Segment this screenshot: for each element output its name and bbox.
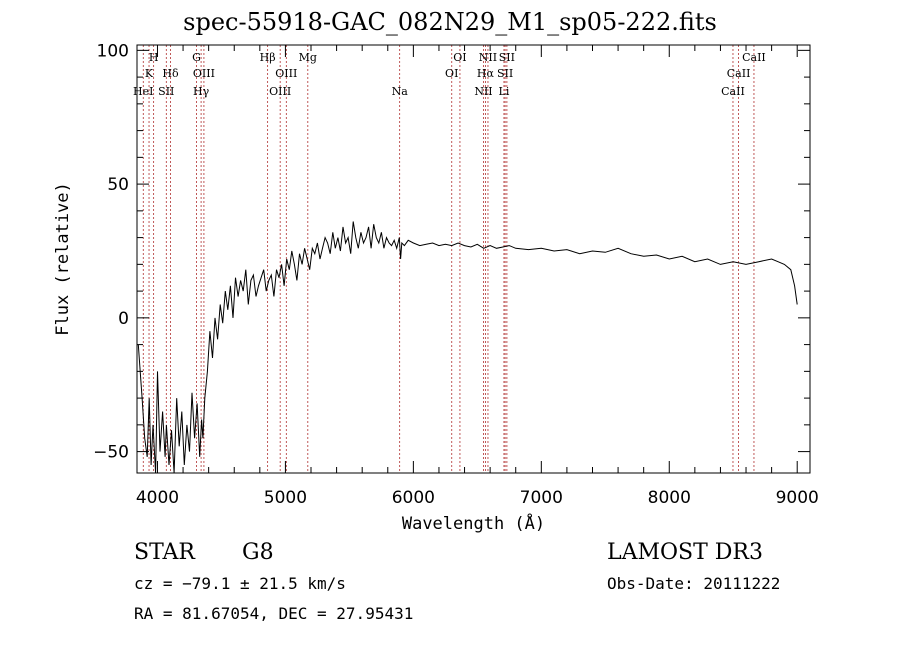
y-axis-label: Flux (relative) <box>53 182 73 336</box>
line-label-22: CaII <box>727 67 751 80</box>
chart-title: spec-55918-GAC_082N29_M1_sp05-222.fits <box>183 8 717 36</box>
line-label-6: OIII <box>193 67 215 80</box>
line-label-17: NII <box>474 85 492 98</box>
line-label-4: Hδ <box>162 67 179 80</box>
x-axis-label: Wavelength (Å) <box>402 512 545 534</box>
line-label-0: H <box>149 51 159 64</box>
line-label-12: Na <box>392 85 409 98</box>
line-label-11: Mg <box>299 51 317 64</box>
x-tick-label-1: 5000 <box>264 488 307 508</box>
line-label-19: SII <box>497 67 513 80</box>
line-label-3: SII <box>158 85 174 98</box>
y-tick-label-2: 50 <box>107 175 129 195</box>
x-tick-label-0: 4000 <box>136 488 179 508</box>
y-tick-label-0: −50 <box>93 443 129 463</box>
line-label-20: Li <box>499 85 510 98</box>
line-label-21: CaII <box>742 51 766 64</box>
line-label-23: CaII <box>721 85 745 98</box>
x-tick-label-3: 7000 <box>520 488 563 508</box>
star-subclass: G8 <box>242 540 274 565</box>
line-label-10: OIII <box>269 85 291 98</box>
redshift-value: cz = −79.1 ± 21.5 km/s <box>134 574 346 593</box>
line-label-9: OIII <box>275 67 297 80</box>
y-tick-label-1: 0 <box>118 309 129 329</box>
line-label-2: HeI <box>133 85 153 98</box>
line-label-18: SII <box>499 51 515 64</box>
axis-ticks: 4000 5000 6000 7000 8000 9000 −50 0 50 100 <box>93 41 819 508</box>
x-tick-label-4: 8000 <box>648 488 691 508</box>
observation-date: Obs-Date: 20111222 <box>607 574 781 593</box>
line-label-15: NII <box>479 51 497 64</box>
x-tick-label-2: 6000 <box>392 488 435 508</box>
line-label-13: OI <box>453 51 466 64</box>
line-label-1: K <box>145 67 154 80</box>
spectrum-line <box>137 221 798 474</box>
plot-frame <box>136 44 811 474</box>
spectral-line-markers <box>142 45 755 473</box>
line-label-16: Hα <box>477 67 495 80</box>
line-label-8: Hβ <box>260 51 276 64</box>
line-label-7: Hγ <box>193 85 210 98</box>
ra-dec-coordinates: RA = 81.67054, DEC = 27.95431 <box>134 604 414 623</box>
line-label-5: G <box>192 51 201 64</box>
survey-name: LAMOST DR3 <box>607 540 763 565</box>
y-tick-label-3: 100 <box>97 41 129 61</box>
x-tick-label-5: 9000 <box>776 488 819 508</box>
star-class: STAR <box>134 540 195 565</box>
line-label-14: OI <box>445 67 458 80</box>
